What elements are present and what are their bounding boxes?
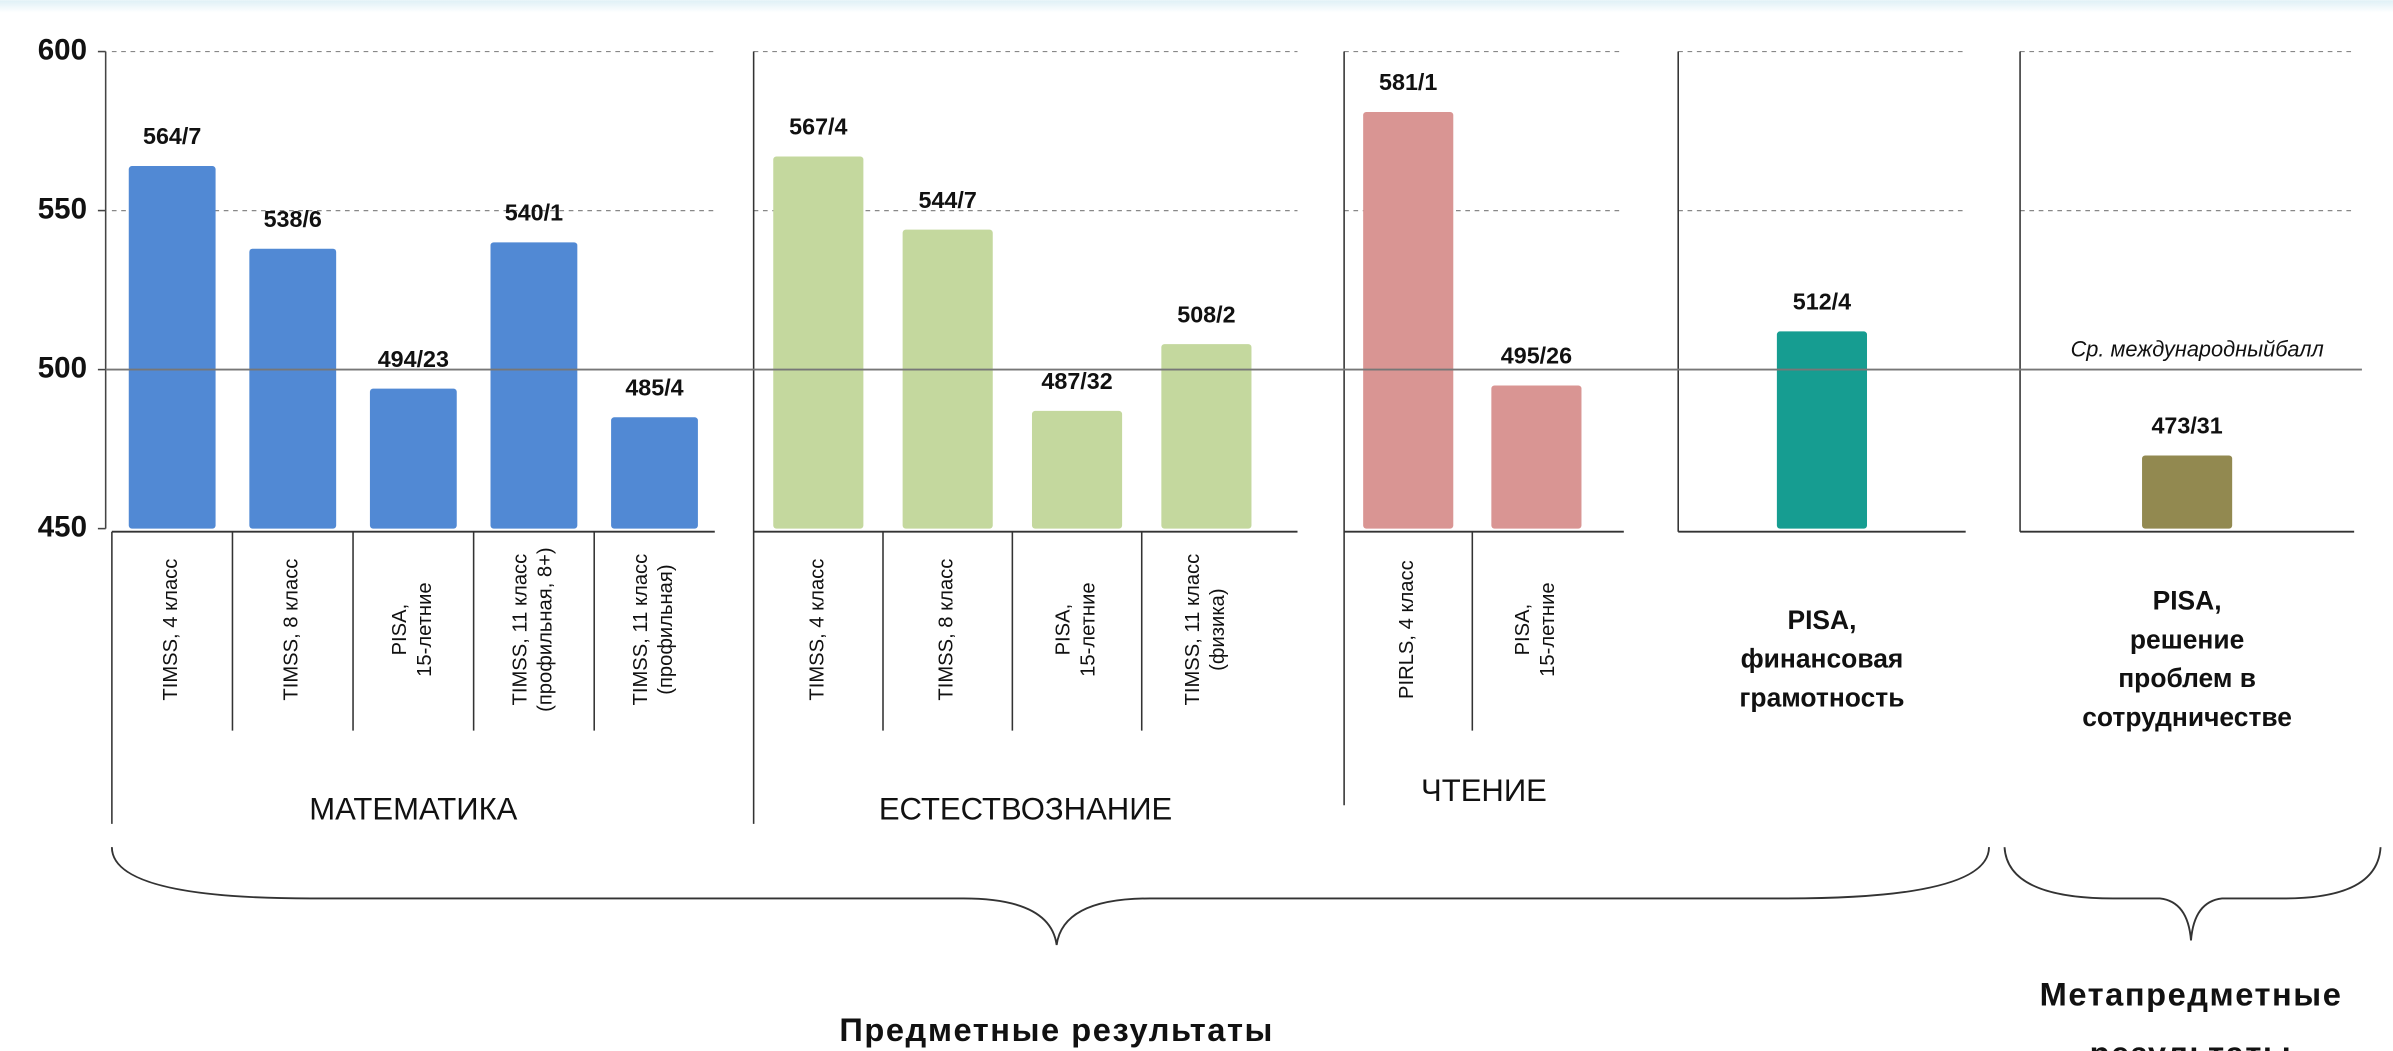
bar — [1161, 344, 1252, 529]
bar — [249, 248, 337, 529]
value-label: 538/6 — [264, 206, 322, 232]
value-label: 485/4 — [625, 374, 683, 400]
y-tick-label: 600 — [38, 33, 87, 66]
top-edge — [0, 0, 2393, 13]
bar — [773, 156, 864, 529]
value-label: 473/31 — [2151, 413, 2222, 439]
x-tick-label: PIRLS, 4 класс — [1397, 560, 1419, 699]
bar — [128, 166, 216, 529]
x-tick-label: PISA, финансовая грамотность — [1739, 605, 1904, 713]
x-tick-label: TIMSS, 8 класс — [936, 559, 958, 701]
bar — [1491, 385, 1582, 529]
value-label: 581/1 — [1379, 69, 1437, 95]
y-tick-label: 450 — [38, 510, 87, 543]
bar — [611, 417, 698, 529]
brace — [2003, 847, 2382, 941]
brace — [110, 847, 1990, 946]
bar — [1776, 331, 1868, 529]
footer-label: Метапредметныерезультаты — [2040, 975, 2343, 1051]
bar — [902, 229, 993, 529]
value-label: 494/23 — [378, 346, 449, 372]
x-tick-label: TIMSS, 11 класс (профильная) — [630, 554, 677, 706]
footer-label: Предметные результаты — [839, 1011, 1274, 1048]
y-tick-label: 500 — [38, 351, 87, 384]
group-label: ЧТЕНИЕ — [1421, 773, 1547, 808]
y-tick-label: 550 — [38, 192, 87, 225]
bar — [369, 388, 457, 529]
value-label: 512/4 — [1793, 289, 1851, 315]
value-label: 564/7 — [143, 123, 201, 149]
group-label: ЕСТЕСТВОЗНАНИЕ — [879, 792, 1172, 827]
value-label: 544/7 — [919, 187, 977, 213]
value-label: 495/26 — [1501, 343, 1572, 369]
bar — [1031, 410, 1123, 529]
bar — [490, 242, 578, 529]
group-label: МАТЕМАТИКА — [309, 792, 517, 827]
bar — [1363, 111, 1454, 529]
value-label: 487/32 — [1041, 368, 1112, 394]
reference-label: Ср. международныйбалл — [2071, 337, 2324, 362]
x-tick-label: TIMSS, 4 класс — [807, 559, 829, 701]
x-tick-label: PISA, решение проблем в сотрудничестве — [2082, 585, 2292, 732]
value-label: 567/4 — [789, 114, 847, 140]
x-tick-label: TIMSS, 8 класс — [281, 559, 303, 701]
bar — [2142, 455, 2233, 529]
x-tick-label: PISA, 15-летние — [1053, 582, 1100, 676]
x-tick-label: TIMSS, 11 класс (профильная, 8+) — [510, 547, 557, 712]
value-label: 508/2 — [1177, 301, 1235, 327]
x-tick-label: TIMSS, 4 класс — [161, 559, 183, 701]
x-tick-label: PISA, 15-летние — [389, 582, 436, 676]
x-tick-label: PISA, 15-летние — [1512, 582, 1559, 676]
x-tick-label: TIMSS, 11 класс (физика) — [1182, 554, 1229, 706]
value-label: 540/1 — [505, 200, 563, 226]
